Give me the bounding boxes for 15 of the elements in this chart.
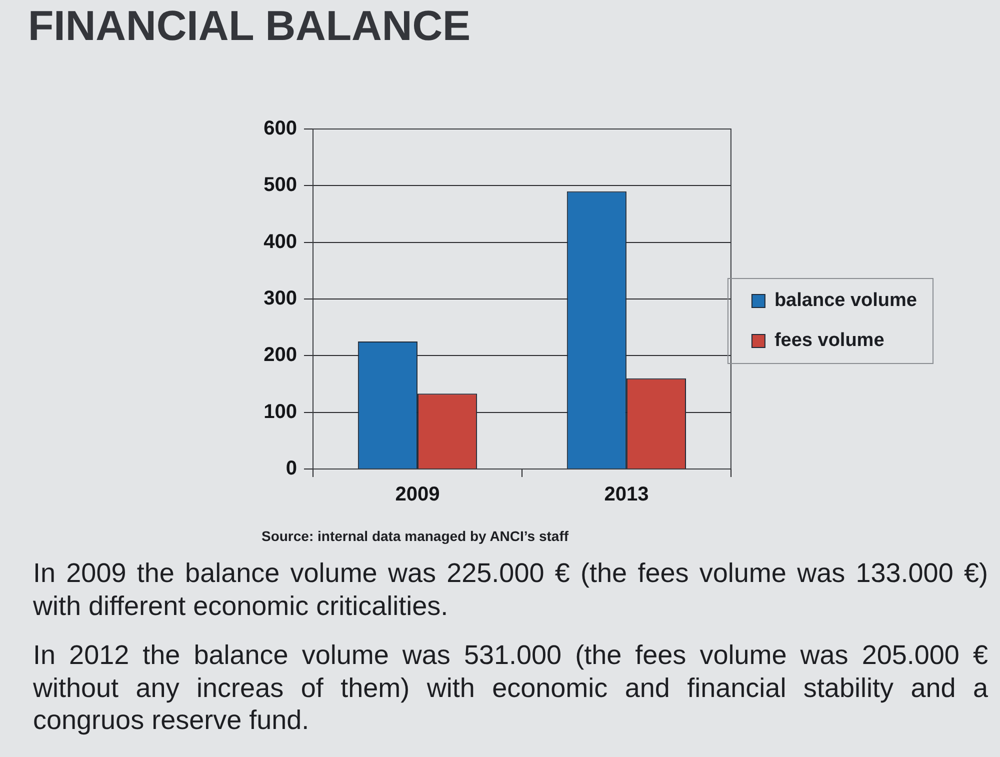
legend-label: fees volume bbox=[774, 330, 884, 352]
text: In 2009 the balance volume was 225.000 € (the fees volume was 133.000 €) with different economic criticalities. bbox=[33, 557, 988, 622]
text: In 2012 the balance volume was 531.000 (the fees volume was 205.000 € without any increas of them) with economic and financial stability and a congruos reserve fund. bbox=[33, 639, 988, 736]
y-tick-label: 400 bbox=[264, 230, 297, 253]
y-tick-label: 500 bbox=[264, 174, 297, 196]
y-tick-label: 100 bbox=[264, 400, 297, 423]
legend-label: balance volume bbox=[774, 290, 918, 312]
y-tick-label: 300 bbox=[264, 288, 297, 310]
source-note: Source: internal data managed by ANCI’s staff bbox=[260, 527, 570, 545]
x-tick-label: 2009 bbox=[395, 484, 440, 506]
y-tick-label: 0 bbox=[286, 458, 297, 480]
chart-title: FINANCIAL BALANCE bbox=[28, 2, 471, 50]
y-tick-label: 600 bbox=[264, 118, 297, 140]
x-tick-label: 2013 bbox=[604, 484, 649, 506]
y-tick-label: 200 bbox=[264, 344, 297, 366]
